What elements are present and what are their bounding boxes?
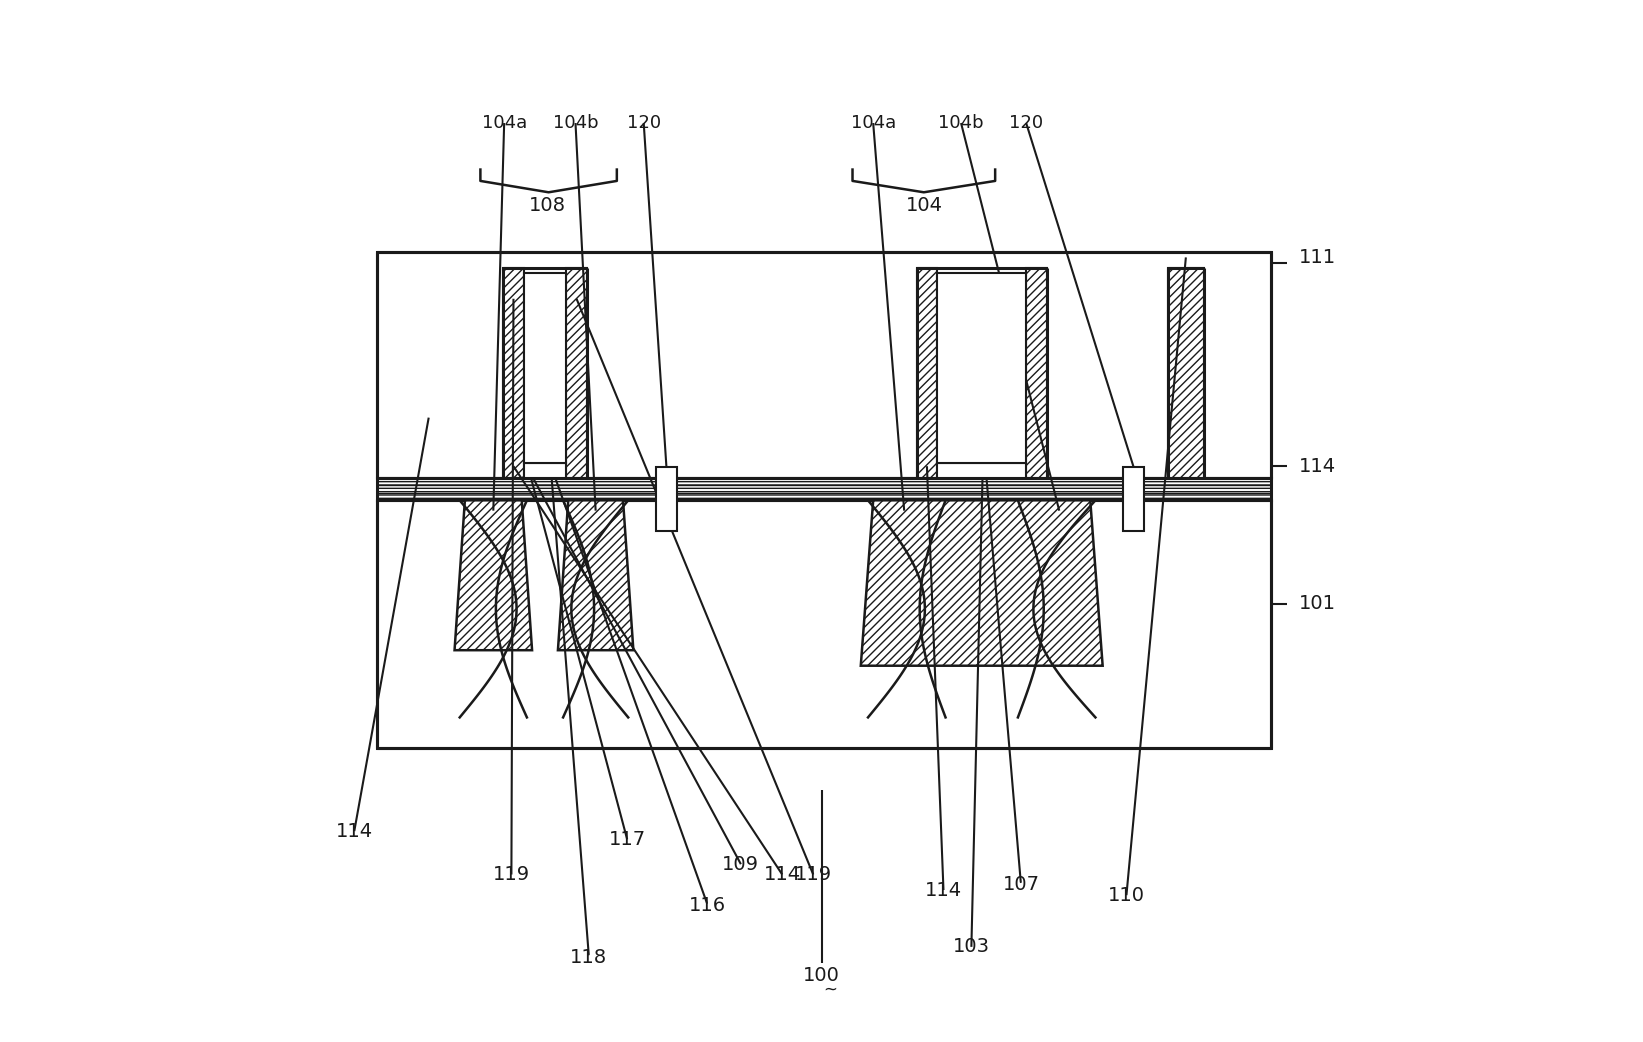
Bar bbox=[503, 268, 524, 477]
Text: 114: 114 bbox=[764, 865, 800, 884]
Text: 120: 120 bbox=[626, 114, 660, 132]
Bar bbox=[376, 500, 1272, 748]
Text: 114: 114 bbox=[1300, 456, 1336, 476]
Text: 104b: 104b bbox=[938, 114, 984, 132]
Polygon shape bbox=[559, 500, 633, 650]
Bar bbox=[567, 268, 587, 477]
Text: 101: 101 bbox=[1300, 594, 1336, 613]
Text: 104a: 104a bbox=[851, 114, 895, 132]
Text: 108: 108 bbox=[529, 196, 567, 216]
Text: 119: 119 bbox=[795, 865, 831, 884]
Text: 114: 114 bbox=[335, 821, 373, 841]
Text: 104a: 104a bbox=[481, 114, 527, 132]
Text: 114: 114 bbox=[925, 880, 963, 899]
Text: 119: 119 bbox=[493, 865, 531, 884]
Text: 104b: 104b bbox=[552, 114, 598, 132]
Text: 103: 103 bbox=[953, 938, 989, 957]
Bar bbox=[524, 463, 567, 477]
Bar bbox=[1168, 268, 1204, 477]
Text: 111: 111 bbox=[1300, 248, 1336, 267]
Polygon shape bbox=[455, 500, 532, 650]
Text: 100: 100 bbox=[803, 966, 840, 986]
Bar bbox=[937, 273, 1027, 463]
Text: 118: 118 bbox=[570, 948, 608, 967]
Text: 104: 104 bbox=[907, 196, 943, 216]
Text: 110: 110 bbox=[1107, 886, 1145, 904]
Text: 117: 117 bbox=[608, 829, 646, 849]
Polygon shape bbox=[861, 500, 1102, 666]
Bar bbox=[1124, 467, 1144, 531]
Bar bbox=[656, 467, 677, 531]
Bar bbox=[937, 463, 1027, 477]
Bar bbox=[376, 477, 1272, 500]
Text: 120: 120 bbox=[1009, 114, 1043, 132]
Text: 107: 107 bbox=[1002, 875, 1040, 894]
Bar bbox=[1027, 268, 1047, 477]
Text: 109: 109 bbox=[723, 854, 759, 873]
Text: 116: 116 bbox=[688, 896, 726, 915]
Bar bbox=[917, 268, 937, 477]
Bar bbox=[376, 252, 1272, 477]
Bar bbox=[524, 273, 567, 463]
Text: ~: ~ bbox=[823, 981, 836, 998]
